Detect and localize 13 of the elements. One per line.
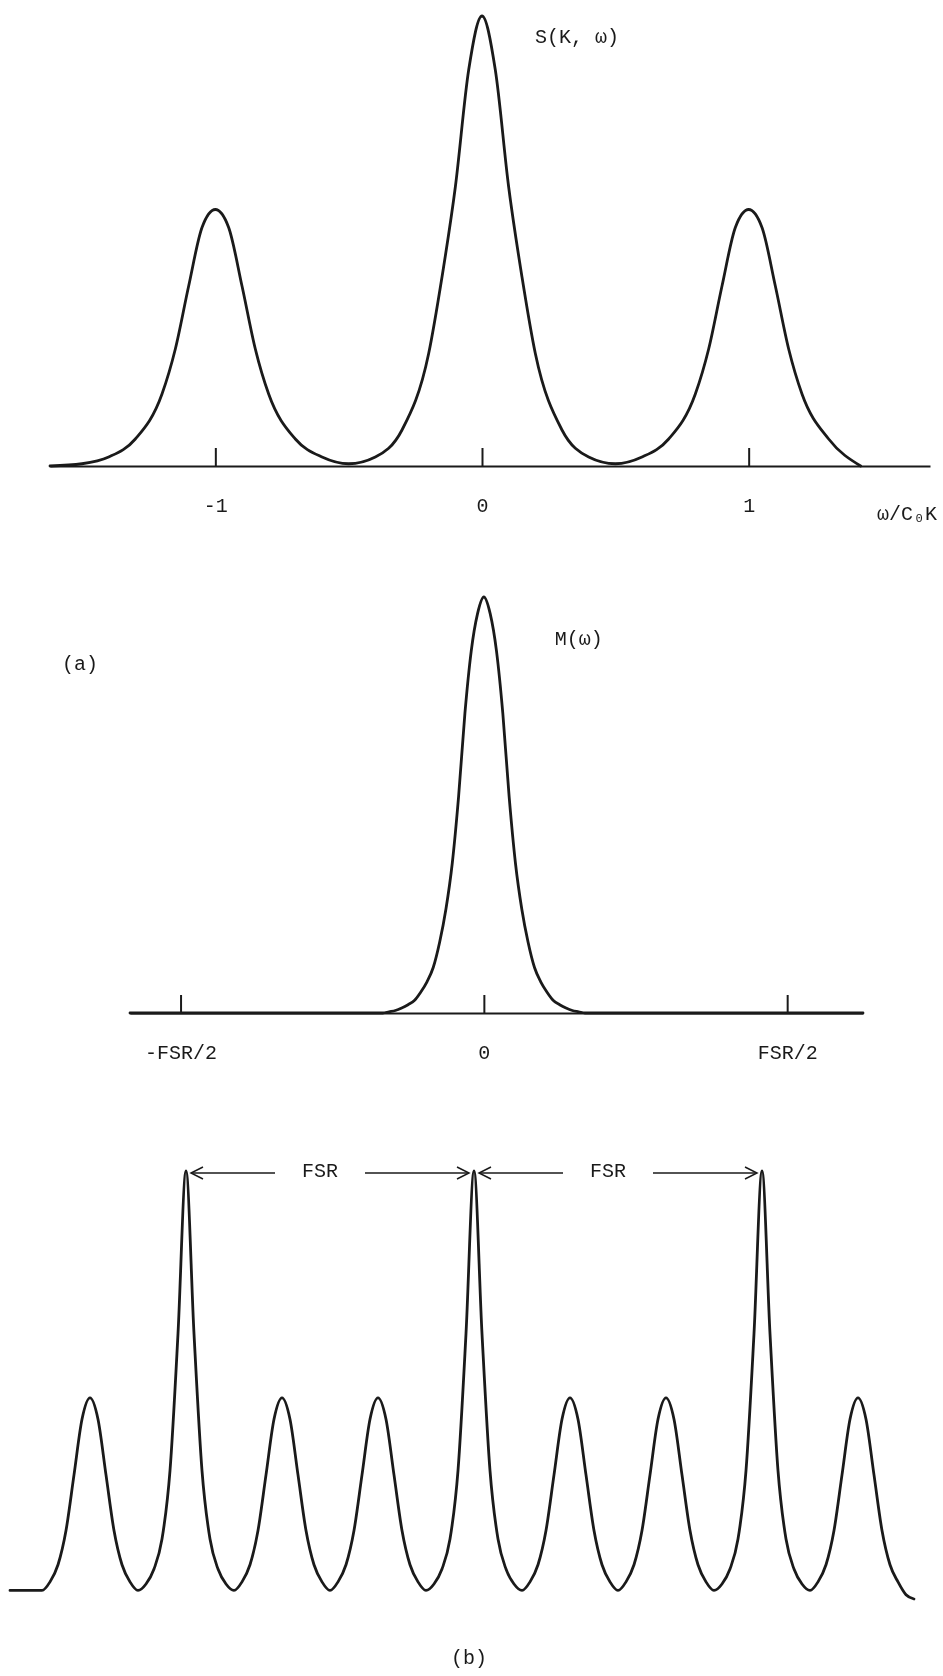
text: M(ω) [554, 628, 603, 651]
x-tick-label: 0 [478, 1042, 491, 1066]
x-tick-label: 1 [743, 495, 756, 519]
x-tick-label: -FSR/2 [145, 1042, 218, 1066]
text: S(K, ω) [535, 26, 620, 49]
text: (b) [450, 1647, 488, 1670]
x-axis-title: ω/C₀K [876, 503, 937, 527]
x-tick-label: 0 [476, 495, 489, 519]
x-tick-label: -1 [203, 495, 228, 519]
x-tick-label: FSR/2 [757, 1042, 818, 1066]
annotation: FSR [589, 1160, 627, 1183]
text: (a) [62, 653, 99, 676]
annotation: FSR [301, 1160, 339, 1183]
